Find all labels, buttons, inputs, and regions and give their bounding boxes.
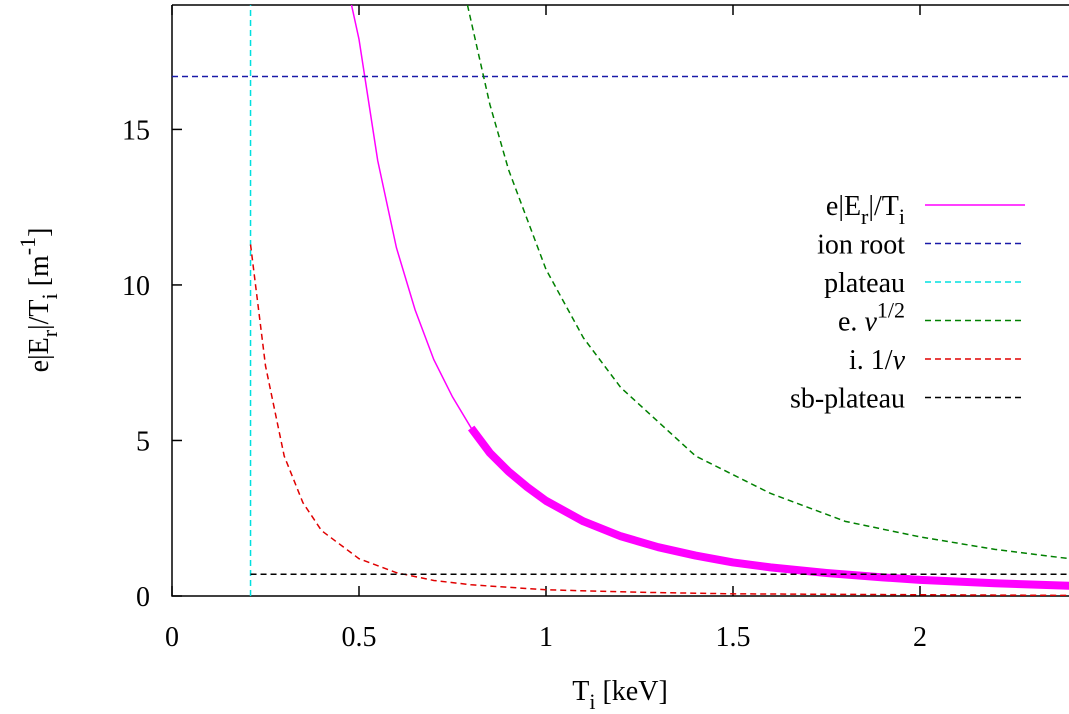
series-line bbox=[466, 5, 1069, 560]
y-tick-label: 15 bbox=[122, 115, 150, 146]
series-line bbox=[350, 5, 1069, 587]
text-segment: plateau bbox=[824, 268, 905, 299]
text-segment: ion root bbox=[817, 230, 905, 261]
text-segment: 1/2 bbox=[877, 298, 905, 323]
text-segment: i bbox=[899, 204, 905, 229]
text-segment: r bbox=[37, 329, 62, 337]
text-segment: e|E bbox=[826, 191, 861, 222]
series-layer bbox=[172, 5, 1069, 596]
x-tick-label: 1.5 bbox=[716, 622, 751, 653]
text-segment: ν bbox=[864, 307, 877, 338]
y-tick-label: 0 bbox=[136, 582, 150, 613]
y-tick-label: 5 bbox=[136, 426, 150, 457]
x-axis-label: Ti [keV] bbox=[572, 676, 668, 714]
y-axis-label: e|Er|/Ti [m-1] bbox=[15, 228, 62, 373]
text-segment: i bbox=[37, 293, 62, 299]
x-tick-label: 0 bbox=[165, 622, 179, 653]
legend-label: e. ν1/2 bbox=[838, 298, 905, 338]
legend-label: ion root bbox=[817, 230, 905, 261]
x-tick-label: 1 bbox=[539, 622, 553, 653]
text-segment: e. bbox=[838, 307, 864, 338]
legend-label: sb-plateau bbox=[790, 384, 905, 415]
x-tick-label: 2 bbox=[913, 622, 927, 653]
text-segment: e|E bbox=[24, 337, 55, 372]
text-segment: r bbox=[861, 204, 869, 229]
text-segment: [m bbox=[24, 255, 55, 293]
legend-label: plateau bbox=[824, 268, 905, 299]
y-tick-label: 10 bbox=[122, 271, 150, 302]
text-segment: i bbox=[589, 689, 595, 714]
text-segment: |/T bbox=[868, 191, 899, 222]
legend-label: e|Er|/Ti bbox=[826, 191, 905, 229]
text-segment: T bbox=[572, 676, 589, 707]
text-segment: ] bbox=[24, 228, 55, 237]
text-segment: i. 1/ bbox=[849, 345, 893, 376]
text-segment: -1 bbox=[15, 237, 40, 255]
text-segment: ν bbox=[893, 345, 906, 376]
legend-label: i. 1/ν bbox=[849, 345, 906, 376]
text-segment: sb-plateau bbox=[790, 384, 905, 415]
text-segment: |/T bbox=[24, 299, 55, 330]
series-line bbox=[249, 244, 1069, 596]
text-segment: [keV] bbox=[595, 676, 667, 707]
series-line-thick bbox=[468, 425, 1069, 590]
x-tick-label: 0.5 bbox=[342, 622, 377, 653]
